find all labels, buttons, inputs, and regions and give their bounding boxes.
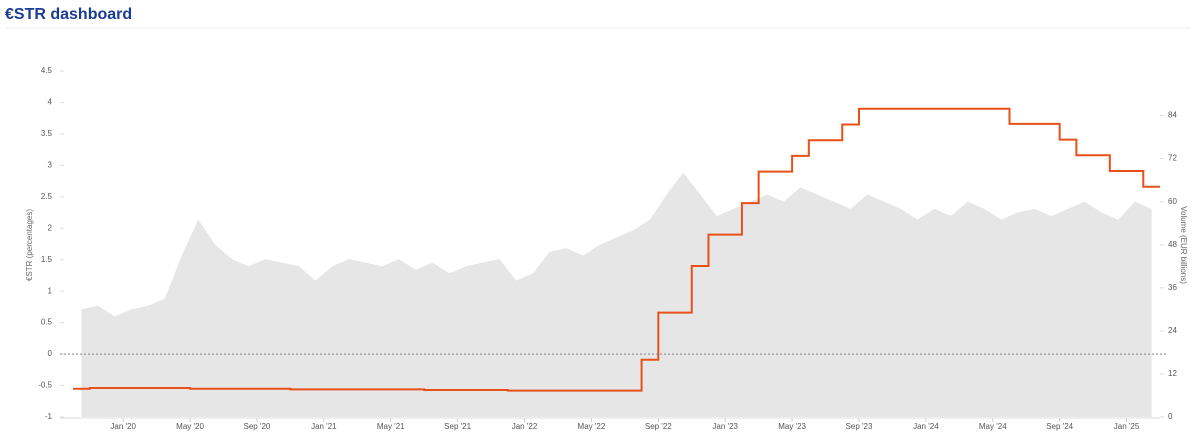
y2-tick-label: 36 bbox=[1168, 283, 1177, 292]
x-tick-label: Sep '20 bbox=[244, 422, 271, 431]
x-tick-label: Jan '20 bbox=[110, 422, 136, 431]
y2-axis-title: Volume (EUR billions) bbox=[1179, 206, 1188, 284]
x-tick-label: Jan '21 bbox=[311, 422, 337, 431]
y2-tick-label: 48 bbox=[1168, 240, 1177, 249]
x-tick-label: Sep '21 bbox=[444, 422, 471, 431]
x-tick-label: Sep '22 bbox=[645, 422, 672, 431]
x-tick-label: Jan '22 bbox=[512, 422, 538, 431]
y2-tick-label: 84 bbox=[1168, 111, 1177, 120]
y-tick-label: 3 bbox=[48, 160, 53, 169]
y-tick-label: 4.5 bbox=[41, 66, 53, 75]
x-tick-label: May '21 bbox=[377, 422, 405, 431]
y-tick-label: 0.5 bbox=[41, 318, 53, 327]
x-tick-label: May '23 bbox=[778, 422, 806, 431]
x-tick-label: Jan '25 bbox=[1114, 422, 1140, 431]
y-tick-label: 2 bbox=[48, 223, 53, 232]
y-tick-label: -1 bbox=[45, 412, 53, 421]
x-tick-label: Sep '24 bbox=[1046, 422, 1073, 431]
x-tick-label: Jan '24 bbox=[913, 422, 939, 431]
y-tick-label: 2.5 bbox=[41, 192, 53, 201]
y2-tick-label: 60 bbox=[1168, 197, 1177, 206]
y2-tick-label: 24 bbox=[1168, 326, 1177, 335]
volume-area bbox=[81, 172, 1152, 417]
y-tick-label: 1.5 bbox=[41, 255, 53, 264]
y2-tick-label: 12 bbox=[1168, 369, 1177, 378]
dashboard-title: €STR dashboard bbox=[5, 6, 132, 23]
x-tick-label: Jan '23 bbox=[712, 422, 738, 431]
y2-tick-label: 0 bbox=[1168, 412, 1173, 421]
x-tick-label: May '20 bbox=[176, 422, 204, 431]
y-axis-title: €STR (percentages) bbox=[25, 209, 34, 281]
y-tick-label: 0 bbox=[48, 349, 53, 358]
y-tick-label: 4 bbox=[48, 98, 53, 107]
x-tick-label: Sep '23 bbox=[846, 422, 873, 431]
y2-tick-label: 72 bbox=[1168, 154, 1177, 163]
rate-line bbox=[73, 107, 1160, 392]
y-tick-label: 3.5 bbox=[41, 129, 53, 138]
y-tick-label: 1 bbox=[48, 286, 53, 295]
x-tick-label: May '22 bbox=[578, 422, 606, 431]
x-tick-label: May '24 bbox=[979, 422, 1007, 431]
y-tick-label: -0.5 bbox=[38, 381, 52, 390]
